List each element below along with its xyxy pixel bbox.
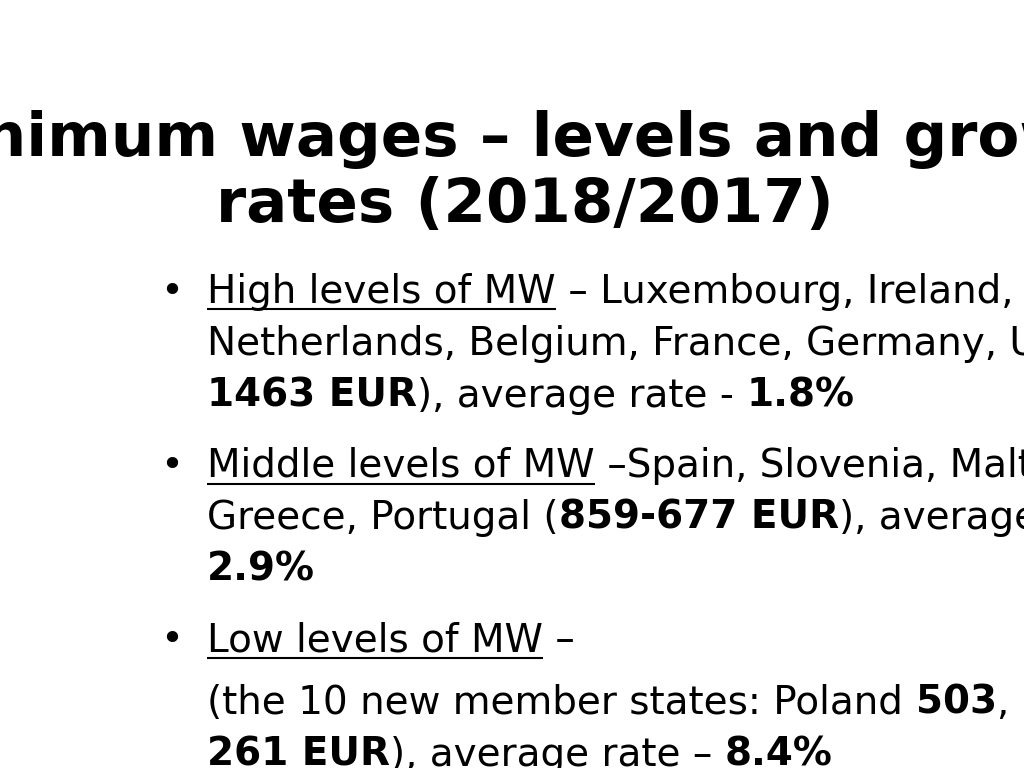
Text: ), average rate –: ), average rate – (390, 736, 725, 768)
Text: 859-677 EUR: 859-677 EUR (559, 499, 839, 537)
Text: •: • (160, 447, 182, 485)
Text: – Luxembourg, Ireland,: – Luxembourg, Ireland, (556, 273, 1014, 310)
Text: ), average rate -: ), average rate - (418, 376, 746, 415)
Text: •: • (160, 273, 182, 310)
Text: 1.8%: 1.8% (746, 376, 855, 415)
Text: Middle levels of MW: Middle levels of MW (207, 447, 595, 485)
Text: 8.4%: 8.4% (725, 736, 833, 768)
Text: Netherlands, Belgium, France, Germany, UK (: Netherlands, Belgium, France, Germany, U… (207, 325, 1024, 362)
Text: 1463 EUR: 1463 EUR (207, 376, 418, 415)
Text: Greece, Portugal (: Greece, Portugal ( (207, 499, 559, 537)
Text: Low levels of MW: Low levels of MW (207, 621, 544, 659)
Text: Minimum wages – levels and growth
rates (2018/2017): Minimum wages – levels and growth rates … (0, 110, 1024, 235)
Text: –: – (544, 621, 575, 659)
Text: (the 10 new member states: Poland: (the 10 new member states: Poland (207, 684, 915, 722)
Text: ), average rate –: ), average rate – (839, 499, 1024, 537)
Text: , Bulgaria: , Bulgaria (996, 684, 1024, 722)
Text: 2.9%: 2.9% (207, 551, 315, 589)
Text: 503: 503 (915, 684, 996, 722)
Text: –Spain, Slovenia, Malta,: –Spain, Slovenia, Malta, (595, 447, 1024, 485)
Text: •: • (160, 621, 182, 659)
Text: 261 EUR: 261 EUR (207, 736, 390, 768)
Text: High levels of MW: High levels of MW (207, 273, 556, 310)
